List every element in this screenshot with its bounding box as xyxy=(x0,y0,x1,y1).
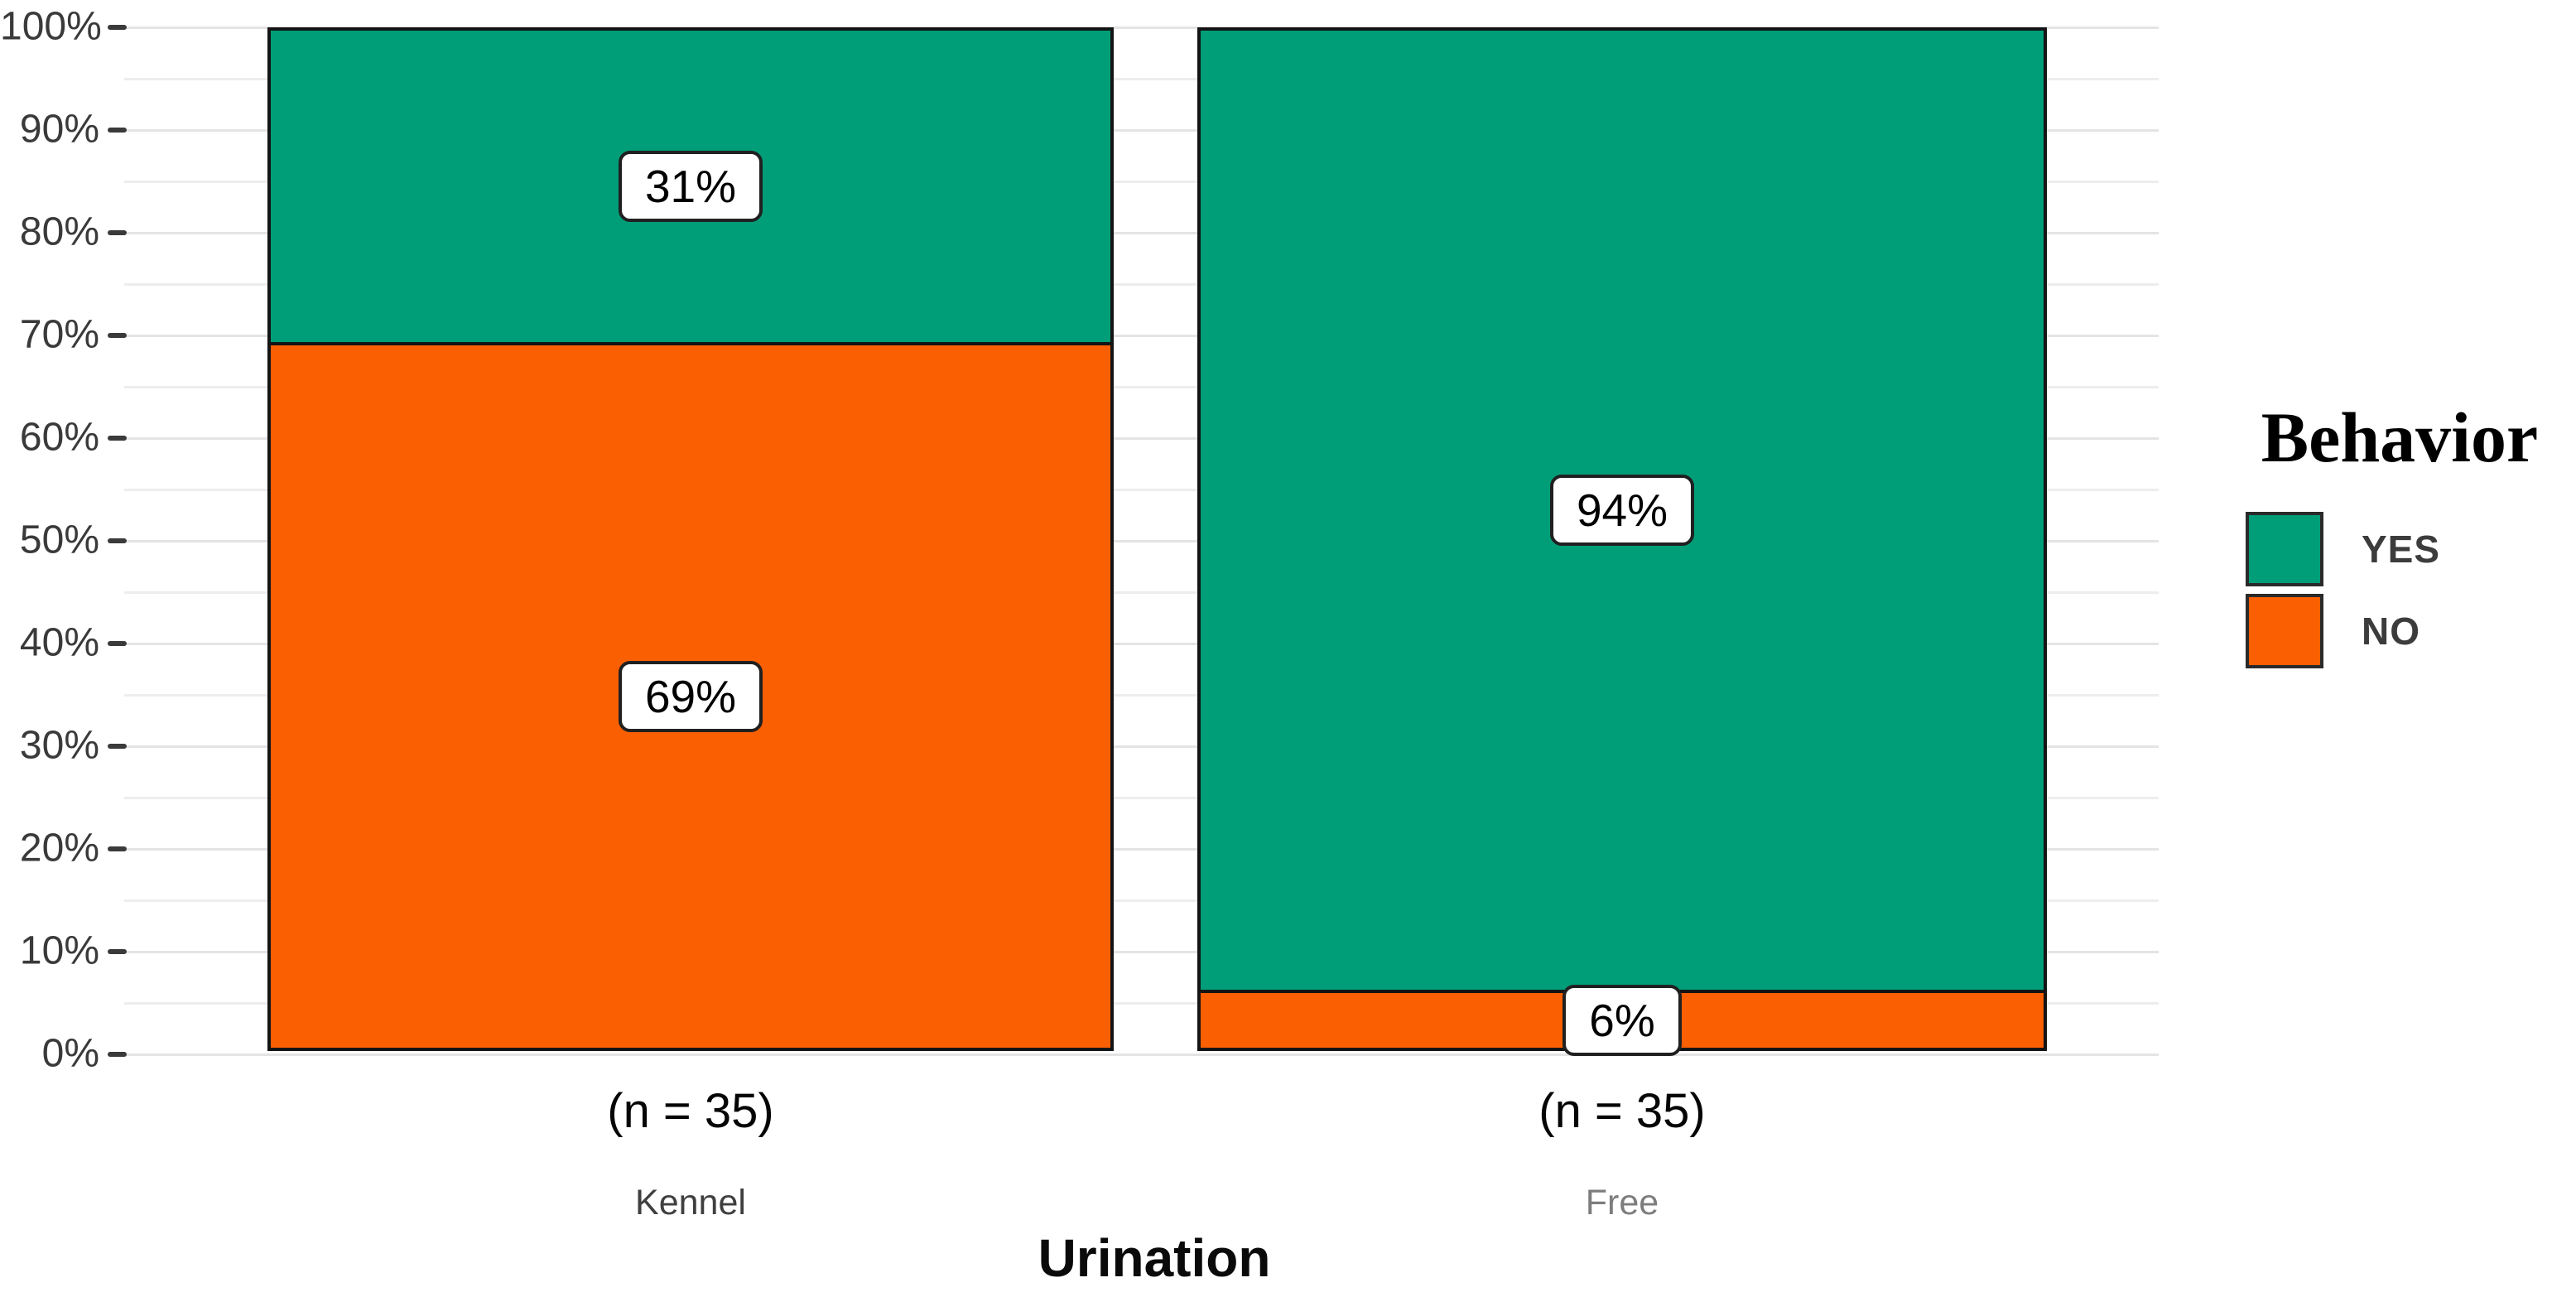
minor-gridline xyxy=(124,797,2159,799)
y-axis-tick-mark xyxy=(108,744,127,749)
major-gridline xyxy=(124,1054,2159,1056)
category-label: Free xyxy=(1585,1183,1659,1222)
major-gridline xyxy=(124,27,2159,29)
minor-gridline xyxy=(124,181,2159,183)
y-axis-tick-mark xyxy=(108,25,127,30)
value-label: 6% xyxy=(1562,984,1682,1056)
x-axis-title: Urination xyxy=(1038,1228,1271,1288)
minor-gridline xyxy=(124,899,2159,902)
y-axis-tick-label: 60% xyxy=(19,415,99,460)
legend-item-yes: YES xyxy=(2246,512,2567,586)
legend-label-yes: YES xyxy=(2362,528,2441,571)
legend-title: Behavior xyxy=(2261,398,2539,477)
y-axis-tick-label: 80% xyxy=(19,210,99,254)
minor-gridline xyxy=(124,1002,2159,1005)
sample-size-label: (n = 35) xyxy=(1538,1084,1706,1138)
bar-kennel: 31% 69% xyxy=(267,27,1114,1054)
y-axis-tick-label: 40% xyxy=(19,620,99,665)
major-gridline xyxy=(124,540,2159,542)
y-axis-tick-mark xyxy=(108,333,127,338)
minor-gridline xyxy=(124,489,2159,491)
y-axis-tick-mark xyxy=(108,641,127,646)
major-gridline xyxy=(124,745,2159,748)
value-label: 94% xyxy=(1549,474,1695,546)
legend-items: YES NO xyxy=(2232,512,2567,668)
y-axis-tick-label: 100% xyxy=(0,4,102,49)
y-axis-tick-label: 20% xyxy=(19,826,99,870)
bar-free: 94% 6% xyxy=(1197,27,2047,1056)
bar-segment-no-kennel: 69% xyxy=(267,342,1114,1051)
value-label: 31% xyxy=(618,151,763,223)
major-gridline xyxy=(124,232,2159,234)
major-gridline xyxy=(124,643,2159,645)
major-gridline xyxy=(124,951,2159,953)
y-axis-tick-mark xyxy=(108,128,127,133)
y-axis-tick-label: 90% xyxy=(19,107,99,152)
minor-gridline xyxy=(124,694,2159,697)
bar-segment-yes-free: 94% xyxy=(1197,27,2047,993)
legend-label-no: NO xyxy=(2362,610,2420,653)
y-axis-tick-label: 50% xyxy=(19,518,99,562)
major-gridline xyxy=(124,437,2159,440)
minor-gridline xyxy=(124,386,2159,388)
bar-segment-no-free: 6% xyxy=(1197,984,2047,1056)
minor-gridline xyxy=(124,591,2159,594)
major-gridline xyxy=(124,848,2159,851)
y-axis-tick-mark xyxy=(108,846,127,851)
y-axis-tick-label: 70% xyxy=(19,312,99,357)
y-axis-tick-mark xyxy=(108,436,127,441)
legend-swatch-yes xyxy=(2246,512,2323,586)
category-label: Kennel xyxy=(635,1183,746,1222)
y-axis-tick-mark xyxy=(108,538,127,543)
major-gridline xyxy=(124,335,2159,337)
y-axis-tick-label: 0% xyxy=(41,1031,99,1076)
major-gridline xyxy=(124,129,2159,132)
legend-swatch-no xyxy=(2246,594,2323,668)
y-axis-tick-mark xyxy=(108,949,127,954)
y-axis-tick-mark xyxy=(108,230,127,235)
y-axis-tick-mark xyxy=(108,1052,127,1057)
minor-gridline xyxy=(124,283,2159,286)
bar-segment-yes-kennel: 31% xyxy=(267,27,1114,346)
value-label: 69% xyxy=(618,661,763,733)
y-axis-tick-label: 10% xyxy=(19,928,99,973)
legend: Behavior YES NO xyxy=(2232,396,2567,676)
sample-size-label: (n = 35) xyxy=(607,1084,774,1138)
legend-item-no: NO xyxy=(2246,594,2567,668)
y-axis-tick-label: 30% xyxy=(19,723,99,768)
minor-gridline xyxy=(124,78,2159,80)
